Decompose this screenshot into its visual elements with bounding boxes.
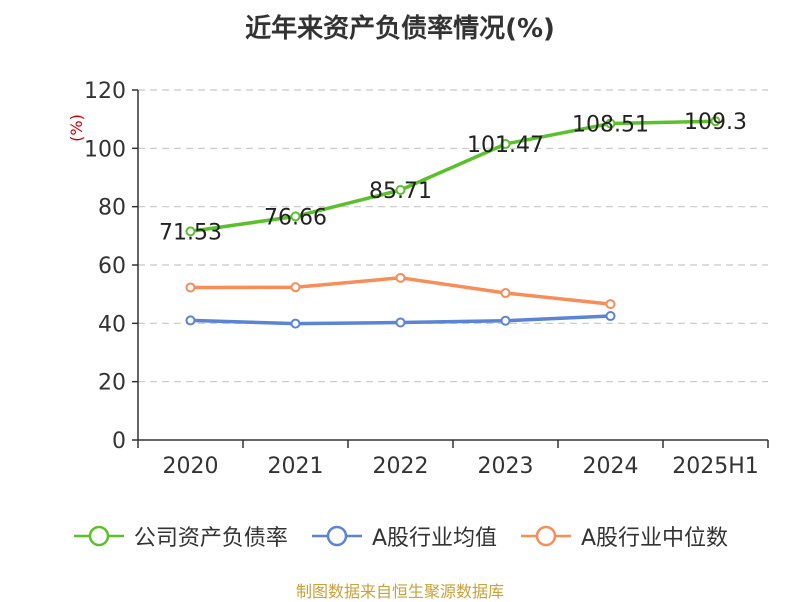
legend-item[interactable]: A股行业中位数	[519, 520, 728, 552]
data-point	[185, 282, 196, 293]
data-point	[290, 211, 301, 222]
data-point	[500, 315, 511, 326]
legend-swatch-icon	[521, 525, 571, 547]
data-point	[395, 272, 406, 283]
y-tick-label: 20	[98, 371, 126, 396]
data-point	[500, 139, 511, 150]
x-tick-label: 2024	[583, 454, 639, 479]
legend-item[interactable]: 公司资产负债率	[72, 520, 288, 552]
legend-swatch-icon	[73, 525, 124, 547]
data-label: 71.53	[159, 220, 222, 245]
legend-label: 公司资产负债率	[133, 526, 288, 551]
y-tick-label: 80	[98, 196, 126, 221]
data-point	[605, 118, 616, 129]
y-tick-label: 0	[112, 429, 126, 454]
legend-swatch-marker	[88, 525, 110, 547]
data-point	[185, 226, 196, 237]
data-point	[185, 315, 196, 326]
data-point	[605, 299, 616, 310]
data-label: 101.47	[467, 133, 544, 158]
legend-swatch-icon	[311, 525, 362, 547]
data-labels: 71.53 76.66 85.71 101.47 108.51 109.3	[159, 110, 747, 245]
y-tick-label: 40	[98, 312, 126, 337]
chart-title: 近年来资产负债率情况(%)	[245, 14, 555, 44]
data-point	[500, 288, 511, 298]
data-point	[395, 317, 406, 328]
data-label: 85.71	[369, 179, 432, 204]
legend: 公司资产负债率 A股行业均值 A股行业中位数	[0, 518, 800, 554]
source-note: 制图数据来自恒生聚源数据库	[295, 582, 504, 601]
data-label: 108.51	[572, 113, 649, 138]
series-line-0	[188, 119, 718, 234]
x-tick-label: 2025H1	[672, 454, 759, 479]
legend-label: A股行业中位数	[581, 526, 729, 551]
grid-lines	[138, 89, 768, 383]
legend-label: A股行业均值	[371, 526, 497, 551]
legend-swatch-marker	[326, 525, 348, 547]
y-axis-label: (%)	[67, 114, 86, 142]
y-tick-label: 60	[98, 254, 126, 279]
legend-swatch-marker	[535, 525, 557, 547]
data-point	[395, 185, 406, 196]
axes: 0 20 40 60 80 100 120 2020 2021 2022 2023 2024 2025H…	[67, 79, 769, 479]
data-point	[290, 282, 301, 293]
data-point	[605, 311, 616, 322]
x-tick-label: 2021	[268, 454, 324, 479]
series	[185, 116, 721, 329]
data-point	[710, 116, 721, 127]
data-point	[290, 318, 301, 329]
x-tick-label: 2023	[478, 454, 534, 479]
x-tick-label: 2022	[373, 454, 429, 479]
y-tick-label: 100	[84, 137, 126, 162]
y-tick-label: 120	[84, 79, 126, 104]
legend-item[interactable]: A股行业均值	[310, 520, 497, 552]
data-label: 76.66	[264, 205, 327, 230]
data-label: 109.3	[684, 110, 747, 135]
x-tick-label: 2020	[163, 454, 219, 479]
